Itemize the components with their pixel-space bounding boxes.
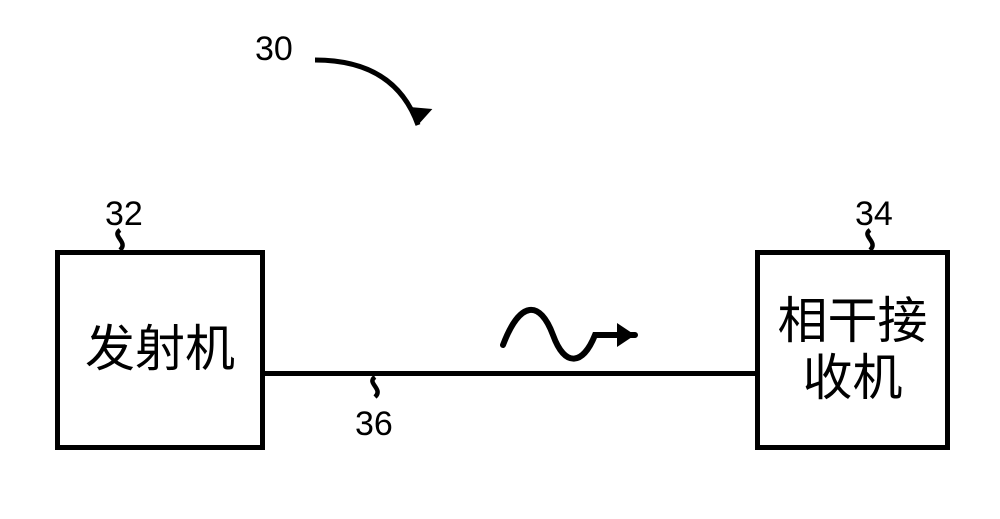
diagram-canvas: 30 发射机 32 相干接 收机 34 36 — [0, 0, 1000, 519]
transmitter-ref-tick-icon — [105, 228, 135, 258]
transmitter-box: 发射机 — [55, 250, 265, 450]
receiver-label: 相干接 收机 — [778, 293, 928, 408]
system-ref-label: 30 — [255, 30, 293, 69]
connector-line — [265, 371, 755, 376]
transmitter-label: 发射机 — [85, 321, 235, 379]
connector-ref-tick-icon — [360, 375, 390, 405]
receiver-label-line2: 收机 — [803, 350, 903, 406]
receiver-ref-tick-icon — [855, 228, 885, 258]
connector-ref-label: 36 — [355, 405, 393, 444]
system-ref-arrow-icon — [300, 45, 460, 165]
receiver-box: 相干接 收机 — [755, 250, 950, 450]
receiver-label-line1: 相干接 — [778, 293, 928, 349]
signal-arrow-icon — [495, 290, 665, 370]
